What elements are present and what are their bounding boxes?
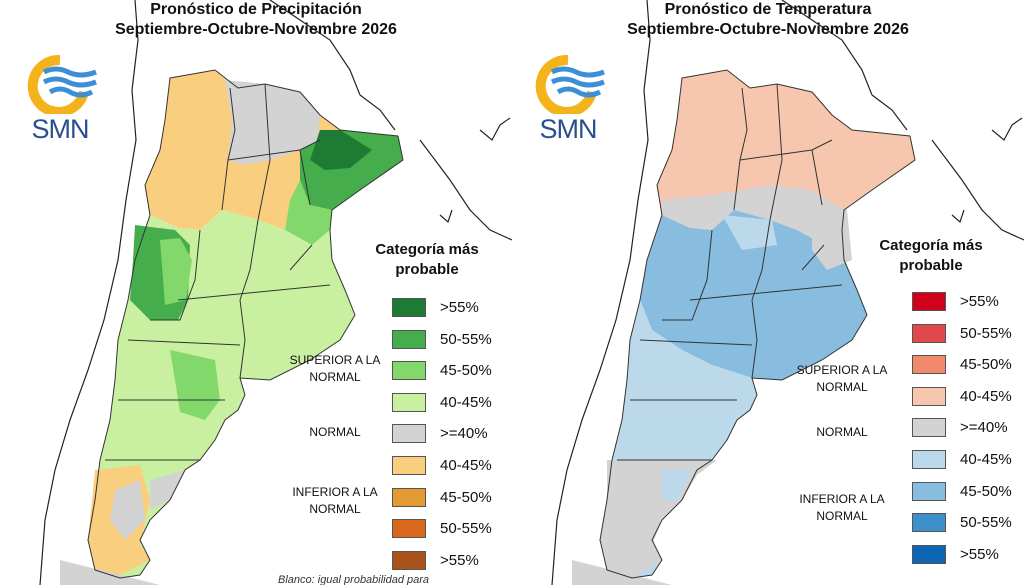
- legend-swatch: [392, 329, 426, 349]
- group-label-superior: SUPERIOR A LA NORMAL: [289, 353, 381, 384]
- legend-swatch: [912, 513, 946, 533]
- legend-swatch: [392, 550, 426, 570]
- precipitation-map: [39, 0, 512, 585]
- legend-label: 50-55%: [960, 324, 1012, 342]
- legend-title: Categoría más probable: [352, 240, 502, 280]
- legend-label: 40-45%: [440, 457, 492, 474]
- legend-label: 40-45%: [960, 451, 1012, 468]
- group-label-normal: NORMAL: [816, 425, 868, 439]
- legend-swatch: [392, 298, 426, 317]
- legend-swatch: [912, 544, 946, 564]
- legend-swatch: [912, 292, 946, 311]
- title-line-2: Septiembre-Octubre-Noviembre 2026: [115, 21, 397, 38]
- legend-swatch: [912, 481, 946, 501]
- smn-logo-text: SMN: [31, 114, 90, 144]
- legend-swatch: [392, 519, 426, 539]
- legend-label: 50-55%: [960, 514, 1012, 532]
- legend-label: 45-50%: [440, 488, 492, 506]
- legend-label: >=40%: [960, 419, 1008, 437]
- legend-title-line-1: Categoría más: [375, 241, 479, 258]
- title-line-1: Pronóstico de Precipitación: [150, 1, 362, 18]
- legend-title: Categoría más probable: [856, 236, 1006, 276]
- legend-label: >55%: [440, 551, 479, 569]
- smn-sun-icon: [27, 54, 97, 117]
- group-label-inferior: INFERIOR A LA NORMAL: [799, 492, 885, 523]
- title-line-1: Pronóstico de Temperatura: [664, 1, 872, 18]
- title-line-2: Septiembre-Octubre-Noviembre 2026: [627, 21, 909, 38]
- footnote: Blanco: igual probabilidad para: [278, 574, 430, 585]
- legend-swatch: [912, 386, 946, 406]
- legend-label: 45-50%: [960, 482, 1012, 500]
- legend-swatch: [912, 418, 946, 438]
- legend-label: 40-45%: [960, 387, 1012, 405]
- precipitation-panel: Pronóstico de Precipitación Septiembre-O…: [0, 0, 512, 585]
- smn-logo-text: SMN: [539, 114, 598, 144]
- legend-label: >55%: [960, 545, 999, 563]
- smn-sun-icon: [535, 54, 605, 117]
- group-label-superior: SUPERIOR A LA NORMAL: [796, 363, 888, 394]
- legend-label: >55%: [960, 293, 999, 310]
- legend-title-line-2: probable: [899, 257, 963, 274]
- legend-title-line-2: probable: [395, 261, 459, 278]
- legend-label: 50-55%: [440, 520, 492, 538]
- legend-swatch: [912, 450, 946, 469]
- group-label-inferior: INFERIOR A LA NORMAL: [292, 485, 378, 516]
- temperature-panel: Pronóstico de Temperatura Septiembre-Oct…: [512, 0, 1024, 585]
- legend-label: >=40%: [440, 425, 488, 443]
- legend-title-line-1: Categoría más: [879, 237, 983, 254]
- province-borders: [599, 69, 916, 579]
- legend-swatch: [392, 424, 426, 444]
- legend-swatch: [392, 361, 426, 381]
- legend-label: 45-50%: [440, 362, 492, 380]
- legend-swatch: [392, 392, 426, 412]
- legend-label: 40-45%: [440, 393, 492, 411]
- smn-logo: SMN: [20, 52, 100, 148]
- legend-swatch: [912, 355, 946, 375]
- neighbor-coastlines: [39, 0, 512, 585]
- province-borders: [87, 69, 404, 579]
- legend-label: 50-55%: [440, 330, 492, 348]
- legend-label: >55%: [440, 299, 479, 316]
- smn-logo: SMN: [528, 52, 608, 148]
- precipitation-title: Pronóstico de Precipitación Septiembre-O…: [0, 0, 512, 40]
- legend-swatch: [912, 323, 946, 343]
- temperature-map: [551, 0, 1024, 585]
- legend-swatch: [392, 487, 426, 507]
- legend-label: 45-50%: [960, 356, 1012, 374]
- group-label-normal: NORMAL: [309, 425, 361, 439]
- neighbor-coastlines: [551, 0, 1024, 585]
- legend-swatch: [392, 456, 426, 475]
- temperature-title: Pronóstico de Temperatura Septiembre-Oct…: [512, 0, 1024, 40]
